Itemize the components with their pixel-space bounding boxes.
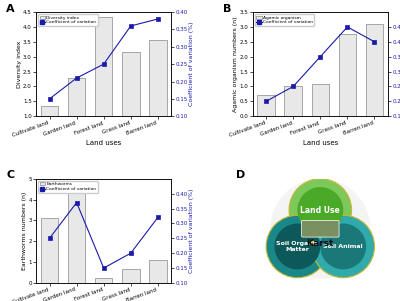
X-axis label: Land uses: Land uses [86, 140, 121, 146]
Circle shape [312, 215, 374, 278]
Text: Soil Organic
Matter: Soil Organic Matter [276, 241, 319, 252]
Bar [122, 269, 140, 283]
Y-axis label: Coefficient of variation (%): Coefficient of variation (%) [189, 189, 194, 273]
Circle shape [270, 179, 370, 279]
Text: C: C [6, 170, 14, 180]
Text: Karst: Karst [307, 239, 334, 248]
Y-axis label: Agamic organism numbers (n): Agamic organism numbers (n) [233, 16, 238, 112]
Legend: Diversity index, Coefficient of variation: Diversity index, Coefficient of variatio… [38, 14, 98, 26]
Text: A: A [6, 4, 15, 14]
Bar [257, 95, 275, 116]
Y-axis label: Earthworms numbers (n): Earthworms numbers (n) [22, 192, 27, 270]
Bar [41, 218, 58, 283]
Bar [312, 84, 329, 116]
Bar [122, 52, 140, 146]
Y-axis label: Diversity index: Diversity index [17, 40, 22, 88]
Circle shape [274, 224, 320, 269]
Bar [149, 260, 167, 283]
Bar [149, 40, 167, 146]
Circle shape [297, 187, 343, 233]
Bar [95, 17, 112, 146]
Text: Land Use: Land Use [300, 206, 340, 215]
Bar [68, 192, 86, 283]
Bar [308, 241, 316, 243]
Bar [95, 278, 112, 283]
Text: B: B [223, 4, 231, 14]
Bar [316, 241, 324, 243]
Legend: Earthworms, Coefficient of variation: Earthworms, Coefficient of variation [38, 181, 98, 193]
Circle shape [266, 215, 329, 278]
Bar [284, 86, 302, 116]
Text: D: D [236, 170, 246, 180]
Y-axis label: Coefficient of variation (%): Coefficient of variation (%) [189, 22, 194, 106]
Text: Soil Animal: Soil Animal [324, 244, 363, 249]
Bar [41, 106, 58, 146]
Legend: Agamic organism, Coefficient of variation: Agamic organism, Coefficient of variatio… [255, 14, 314, 26]
X-axis label: Land uses: Land uses [303, 140, 338, 146]
Bar [366, 24, 383, 116]
Bar [68, 78, 86, 146]
Bar [338, 34, 356, 116]
FancyBboxPatch shape [302, 220, 339, 237]
Circle shape [289, 179, 352, 241]
Circle shape [320, 224, 366, 269]
